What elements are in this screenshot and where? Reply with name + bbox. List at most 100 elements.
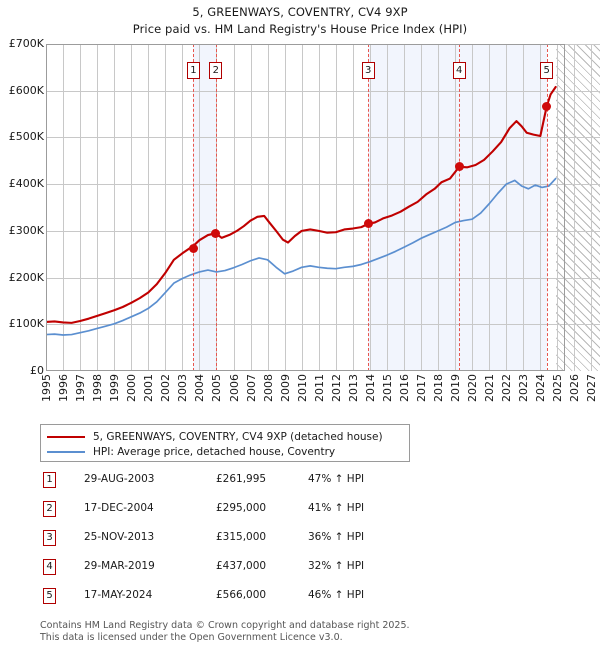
- sale-price: £437,000: [216, 560, 267, 572]
- gridline-vertical: [267, 44, 269, 371]
- table-row[interactable]: 1 29-AUG-2003 £261,995 47% ↑ HPI: [40, 472, 470, 501]
- x-axis-tick-label: 2009: [278, 374, 292, 402]
- gridline-vertical: [182, 44, 184, 371]
- event-vertical-line: [368, 44, 370, 371]
- gridline-horizontal: [46, 324, 600, 326]
- gridline-vertical: [148, 44, 150, 371]
- hpi-delta: 41% ↑ HPI: [308, 502, 365, 514]
- gridline-horizontal: [46, 137, 600, 139]
- gridline-vertical: [114, 44, 116, 371]
- row-index-badge: 4: [43, 559, 56, 575]
- x-axis-tick-label: 2013: [346, 374, 360, 402]
- gridline-horizontal: [46, 90, 600, 92]
- x-axis-tick-label: 2026: [568, 374, 582, 402]
- sale-price: £295,000: [216, 502, 267, 514]
- x-axis-tick-label: 1998: [91, 374, 105, 402]
- y-axis-tick-label: £300K: [8, 223, 44, 237]
- chart-legend: 5, GREENWAYS, COVENTRY, CV4 9XP (detache…: [40, 424, 410, 462]
- hpi-delta: 36% ↑ HPI: [308, 531, 365, 543]
- x-axis-tick-label: 2014: [363, 374, 377, 402]
- gridline-vertical: [165, 44, 167, 371]
- row-index-badge: 5: [43, 588, 56, 604]
- x-axis-tick-label: 2001: [142, 374, 156, 402]
- gridline-vertical: [80, 44, 82, 371]
- gridline-vertical: [438, 44, 440, 371]
- legend-label: 5, GREENWAYS, COVENTRY, CV4 9XP (detache…: [93, 430, 383, 443]
- x-axis-tick-label: 2005: [210, 374, 224, 402]
- y-axis-tick-label: £400K: [8, 177, 44, 191]
- gridline-vertical: [386, 44, 388, 371]
- event-vertical-line: [193, 44, 195, 371]
- table-row[interactable]: 2 17-DEC-2004 £295,000 41% ↑ HPI: [40, 501, 470, 530]
- hpi-delta: 47% ↑ HPI: [308, 473, 365, 485]
- x-axis-tick-label: 2018: [432, 374, 446, 402]
- legend-item: HPI: Average price, detached house, Cove…: [47, 444, 403, 459]
- x-axis-tick-label: 2023: [517, 374, 531, 402]
- highlight-band: [368, 44, 460, 371]
- sale-price: £566,000: [216, 589, 267, 601]
- sale-date: 29-MAR-2019: [84, 560, 155, 572]
- legend-label: HPI: Average price, detached house, Cove…: [93, 445, 336, 458]
- x-axis-tick-label: 2021: [483, 374, 497, 402]
- marker-flag-1[interactable]: 1: [186, 62, 200, 79]
- sale-date: 29-AUG-2003: [84, 473, 155, 485]
- gridline-vertical: [523, 44, 525, 371]
- gridline-horizontal: [46, 184, 600, 186]
- x-axis-tick-label: 2020: [466, 374, 480, 402]
- gridline-vertical: [540, 44, 542, 371]
- x-axis-tick-label: 2027: [585, 374, 599, 402]
- marker-flag-5[interactable]: 5: [540, 62, 554, 79]
- x-axis-tick-label: 2003: [176, 374, 190, 402]
- gridline-vertical: [506, 44, 508, 371]
- footer-line-2: This data is licensed under the Open Gov…: [40, 631, 343, 643]
- transactions-table: 1 29-AUG-2003 £261,995 47% ↑ HPI 2 17-DEC-200…: [40, 472, 470, 617]
- x-axis-tick-label: 2024: [534, 374, 548, 402]
- y-axis-tick-label: £0: [30, 364, 44, 377]
- gridline-vertical: [472, 44, 474, 371]
- x-axis-tick-label: 2008: [261, 374, 275, 402]
- sale-marker-dot[interactable]: [454, 162, 464, 172]
- gridline-vertical: [557, 44, 559, 371]
- sale-marker-dot[interactable]: [542, 102, 552, 112]
- forecast-hatch: [555, 44, 600, 371]
- gridline-vertical: [318, 44, 320, 371]
- chart-plot-area: [46, 44, 600, 371]
- row-index-badge: 3: [43, 530, 56, 546]
- x-axis-tick-label: 2025: [551, 374, 565, 402]
- hpi-delta: 46% ↑ HPI: [308, 589, 365, 601]
- gridline-vertical: [284, 44, 286, 371]
- legend-swatch-line: [47, 450, 85, 453]
- table-row[interactable]: 5 17-MAY-2024 £566,000 46% ↑ HPI: [40, 588, 470, 617]
- sale-marker-dot[interactable]: [211, 228, 221, 238]
- gridline-vertical: [250, 44, 252, 371]
- x-axis-tick-label: 2012: [329, 374, 343, 402]
- legend-swatch-line: [47, 435, 85, 438]
- gridline-vertical: [455, 44, 457, 371]
- sale-marker-dot[interactable]: [363, 219, 373, 229]
- table-row[interactable]: 4 29-MAR-2019 £437,000 32% ↑ HPI: [40, 559, 470, 588]
- y-axis-tick-label: £600K: [8, 83, 44, 97]
- event-vertical-line: [546, 44, 548, 371]
- x-axis-tick-label: 2007: [244, 374, 258, 402]
- x-axis-tick-label: 2019: [449, 374, 463, 402]
- sale-marker-dot[interactable]: [188, 244, 198, 254]
- table-row[interactable]: 3 25-NOV-2013 £315,000 36% ↑ HPI: [40, 530, 470, 559]
- sale-price: £315,000: [216, 531, 267, 543]
- gridline-vertical: [233, 44, 235, 371]
- gridline-vertical: [335, 44, 337, 371]
- marker-flag-3[interactable]: 3: [361, 62, 375, 79]
- x-axis-tick-label: 2010: [295, 374, 309, 402]
- x-axis-tick-label: 1996: [57, 374, 71, 402]
- page-subtitle: Price paid vs. HM Land Registry's House …: [132, 22, 468, 36]
- series-line: [46, 177, 557, 336]
- marker-flag-2[interactable]: 2: [209, 62, 223, 79]
- sale-date: 17-MAY-2024: [84, 589, 153, 601]
- gridline-vertical: [489, 44, 491, 371]
- gridline-vertical: [97, 44, 99, 371]
- x-axis-tick-label: 1999: [108, 374, 122, 402]
- hpi-delta: 32% ↑ HPI: [308, 560, 365, 572]
- marker-flag-4[interactable]: 4: [452, 62, 466, 79]
- gridline-vertical: [199, 44, 201, 371]
- x-axis-tick-label: 2011: [312, 374, 326, 402]
- gridline-vertical: [352, 44, 354, 371]
